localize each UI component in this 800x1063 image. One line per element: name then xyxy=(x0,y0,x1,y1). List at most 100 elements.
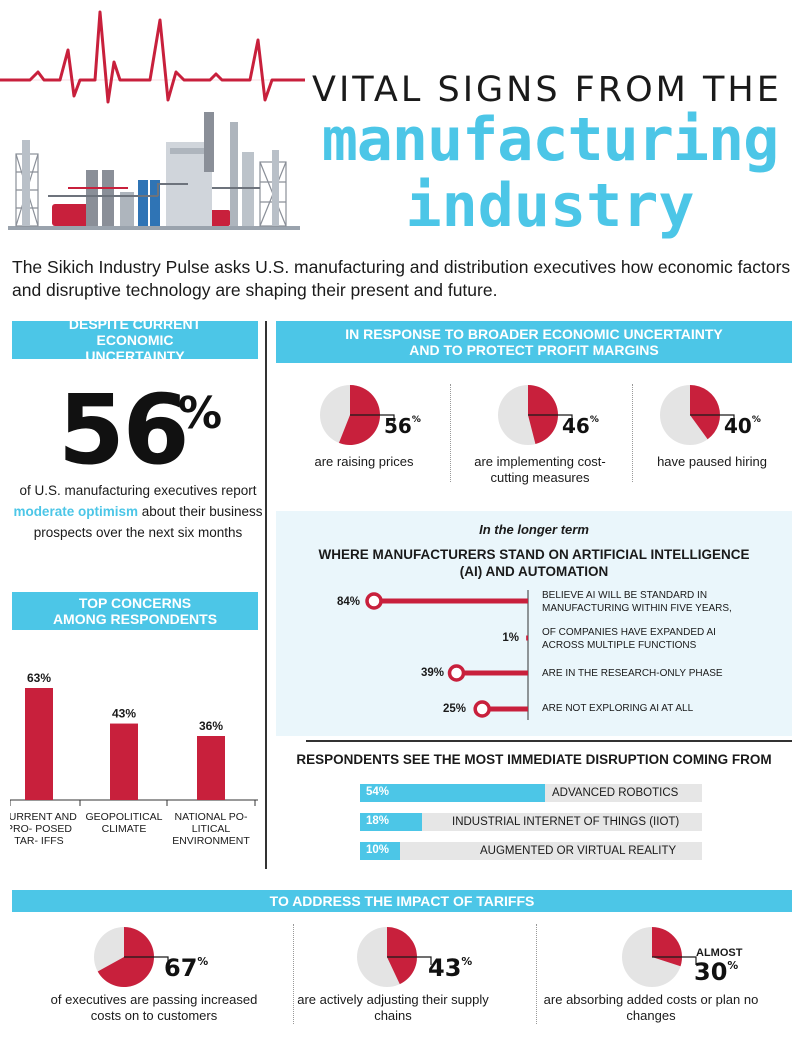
tariff-pie-slice xyxy=(387,927,417,985)
ai-value: 84% xyxy=(336,596,360,608)
tariff-caption: of executives are passing increased cost… xyxy=(50,992,258,1023)
optimism-heading: DESPITE CURRENT ECONOMIC UNCERTAINTY xyxy=(12,316,258,364)
ai-bar-knob xyxy=(365,592,383,610)
disruption-label: INDUSTRIAL INTERNET OF THINGS (IIOT) xyxy=(452,816,680,828)
response-value-pct: % xyxy=(751,414,761,425)
disruption-bar xyxy=(360,813,422,831)
disruption-value: 10% xyxy=(366,844,390,856)
tariff-pie-value: 67% xyxy=(164,954,208,982)
ai-value: 25% xyxy=(442,703,466,715)
ai-section xyxy=(276,511,792,736)
response-pie-leader xyxy=(528,414,573,423)
column-divider xyxy=(265,321,267,869)
heartbeat-line xyxy=(0,10,305,104)
tariff-pie-leader xyxy=(652,956,697,965)
ai-bar-knob xyxy=(447,664,466,682)
response-pie-value: 46% xyxy=(562,414,599,438)
disruption-heading: RESPONDENTS SEE THE MOST IMMEDIATE DISRU… xyxy=(296,752,772,767)
title-line-2: manufacturing xyxy=(321,105,780,175)
tariff-pie xyxy=(94,927,169,987)
concerns-heading: TOP CONCERNS AMONG RESPONDENTS xyxy=(12,592,258,630)
disruption-value: 18% xyxy=(366,815,390,827)
optimism-text-after: about their business prospects over the … xyxy=(33,504,263,540)
factory-illustration xyxy=(8,112,300,230)
tariff-pie xyxy=(357,927,432,987)
disruption-row: 10% AUGMENTED OR VIRTUAL REALITY xyxy=(360,842,702,860)
tariff-value-number: 30 xyxy=(694,958,728,986)
disruption-value: 54% xyxy=(366,786,390,798)
tariff-pie-leader xyxy=(124,956,169,965)
optimism-value: 56 xyxy=(58,374,190,486)
ai-value: 1% xyxy=(502,632,519,644)
response-value-pct: % xyxy=(411,414,421,425)
response-heading: IN RESPONSE TO BROADER ECONOMIC UNCERTAI… xyxy=(276,321,792,363)
optimism-text: of U.S. manufacturing executives report … xyxy=(12,480,264,543)
concerns-bar xyxy=(25,688,53,800)
tariff-prefix: ALMOST xyxy=(696,947,743,959)
ai-item-label: OF COMPANIES HAVE EXPANDED AI ACROSS MUL… xyxy=(542,627,716,651)
response-pie-value: 40% xyxy=(724,414,761,438)
response-pie-value: 56% xyxy=(384,414,421,438)
tariff-value-pct: % xyxy=(727,959,739,973)
response-pie-leader xyxy=(690,414,735,423)
tariff-pie-value: 30% xyxy=(694,958,738,986)
ai-item-label: BELIEVE AI WILL BE STANDARD IN MANUFACTU… xyxy=(542,590,732,614)
ai-chart xyxy=(365,590,529,720)
response-pie xyxy=(498,385,573,445)
title-line-1: VITAL SIGNS FROM THE xyxy=(312,70,782,110)
tariff-pie-leader xyxy=(387,956,432,965)
ai-value: 39% xyxy=(420,667,444,679)
concerns-value-label: 43% xyxy=(112,707,136,721)
tariff-pie xyxy=(622,927,697,987)
concerns-value-label: 63% xyxy=(27,671,51,685)
tariff-caption: are actively adjusting their supply chai… xyxy=(297,992,489,1023)
response-divider-2 xyxy=(632,384,633,482)
disruption-row: 18% INDUSTRIAL INTERNET OF THINGS (IIOT) xyxy=(360,813,702,831)
ai-bar xyxy=(456,670,528,676)
response-caption: are raising prices xyxy=(314,454,414,469)
disruption-label: ADVANCED ROBOTICS xyxy=(552,787,679,799)
disruption-label: AUGMENTED OR VIRTUAL REALITY xyxy=(480,845,677,857)
concerns-bar xyxy=(197,736,225,800)
concerns-bar xyxy=(110,723,138,800)
optimism-pct: % xyxy=(178,388,223,439)
tariff-value-pct: % xyxy=(461,955,473,969)
concerns-value-label: 36% xyxy=(199,719,223,733)
tariffs-heading: TO ADDRESS THE IMPACT OF TARIFFS xyxy=(12,890,792,912)
response-value-pct: % xyxy=(589,414,599,425)
response-value-number: 56 xyxy=(384,414,412,438)
ai-subheading: In the longer term xyxy=(479,522,589,537)
ai-bar xyxy=(482,706,528,712)
tariff-value-pct: % xyxy=(197,955,209,969)
response-caption: have paused hiring xyxy=(657,454,767,469)
ai-bar xyxy=(374,598,528,604)
response-value-number: 46 xyxy=(562,414,590,438)
response-pie-slice xyxy=(690,385,720,440)
disruption-separator xyxy=(306,740,792,742)
concerns-category-label: GEOPOLITICAL CLIMATE xyxy=(85,811,162,835)
ai-bar-knob xyxy=(473,700,491,718)
response-divider-1 xyxy=(450,384,451,482)
optimism-highlight: moderate optimism xyxy=(13,504,138,519)
tariff-pie-value: 43% xyxy=(428,954,472,982)
ai-bar xyxy=(526,635,528,641)
disruption-bar xyxy=(360,784,545,802)
concerns-category-label: NATIONAL PO-LITICAL ENVIRONMENT xyxy=(172,811,250,847)
tariff-divider-1 xyxy=(293,924,294,1024)
disruption-row: 54% ADVANCED ROBOTICS xyxy=(360,784,702,802)
response-pie xyxy=(660,385,735,445)
disruption-bar xyxy=(360,842,400,860)
tariff-value-number: 43 xyxy=(428,954,462,982)
title-line-3: industry xyxy=(405,171,695,241)
intro-text: The Sikich Industry Pulse asks U.S. manu… xyxy=(12,257,791,300)
response-pie xyxy=(320,385,395,445)
ai-item-label: ARE NOT EXPLORING AI AT ALL xyxy=(542,703,694,714)
response-caption: are implementing cost-cutting measures xyxy=(474,454,606,485)
tariff-divider-2 xyxy=(536,924,537,1024)
response-pie-leader xyxy=(350,414,395,423)
optimism-text-before: of U.S. manufacturing executives report xyxy=(19,483,257,498)
tariff-value-number: 67 xyxy=(164,954,198,982)
tariff-caption: are absorbing added costs or plan no cha… xyxy=(543,992,759,1023)
